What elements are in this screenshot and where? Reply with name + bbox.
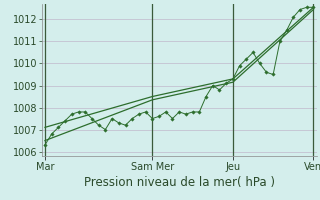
- X-axis label: Pression niveau de la mer( hPa ): Pression niveau de la mer( hPa ): [84, 176, 275, 189]
